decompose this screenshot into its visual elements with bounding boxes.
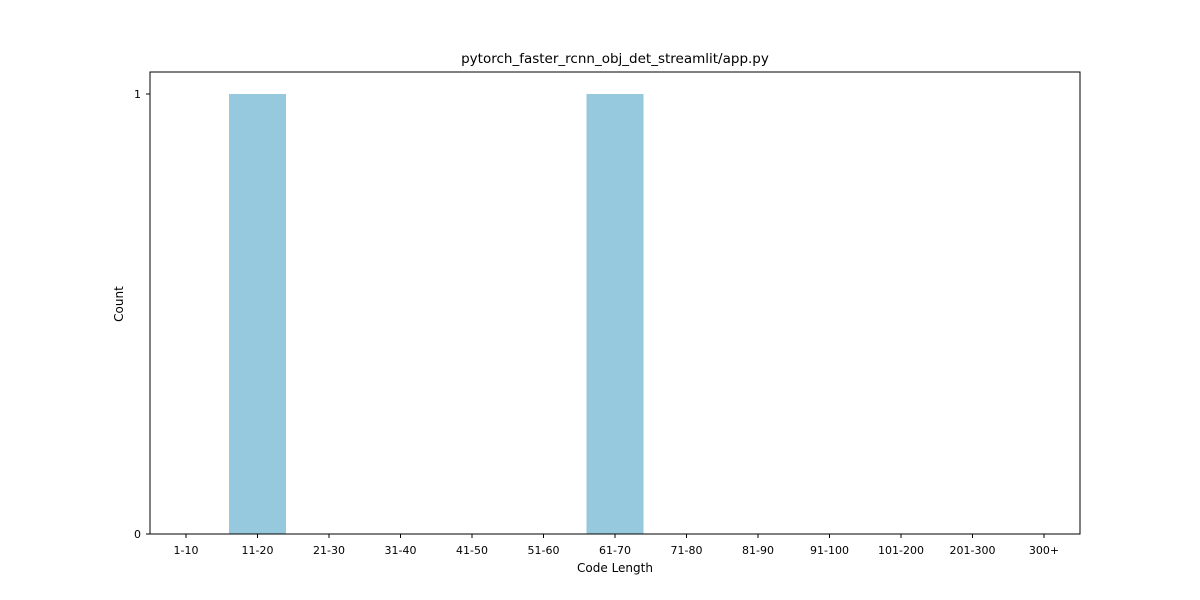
x-tick-label: 21-30 [313,544,345,557]
y-axis-ticks: 01 [134,88,150,541]
y-tick-label: 0 [134,528,141,541]
bars [229,94,644,534]
y-axis-label: Count [112,286,126,322]
x-tick-label: 61-70 [599,544,631,557]
x-tick-label: 201-300 [950,544,996,557]
x-tick-label: 81-90 [742,544,774,557]
x-axis-label: Code Length [577,561,653,575]
x-tick-label: 31-40 [385,544,417,557]
x-tick-label: 51-60 [528,544,560,557]
x-tick-label: 11-20 [242,544,274,557]
x-axis-ticks: 1-10 11-20 21-30 31-40 41-50 51-60 61-70 71-80 8… [174,534,1059,557]
y-tick-label: 1 [134,88,141,101]
x-tick-label: 71-80 [671,544,703,557]
x-tick-label: 41-50 [456,544,488,557]
x-tick-label: 1-10 [174,544,199,557]
chart-title: pytorch_faster_rcnn_obj_det_streamlit/ap… [461,51,769,67]
x-tick-label: 101-200 [878,544,924,557]
bar-61-70 [586,94,644,534]
bar-11-20 [229,94,286,534]
x-tick-label: 91-100 [810,544,849,557]
x-tick-label: 300+ [1029,544,1059,557]
